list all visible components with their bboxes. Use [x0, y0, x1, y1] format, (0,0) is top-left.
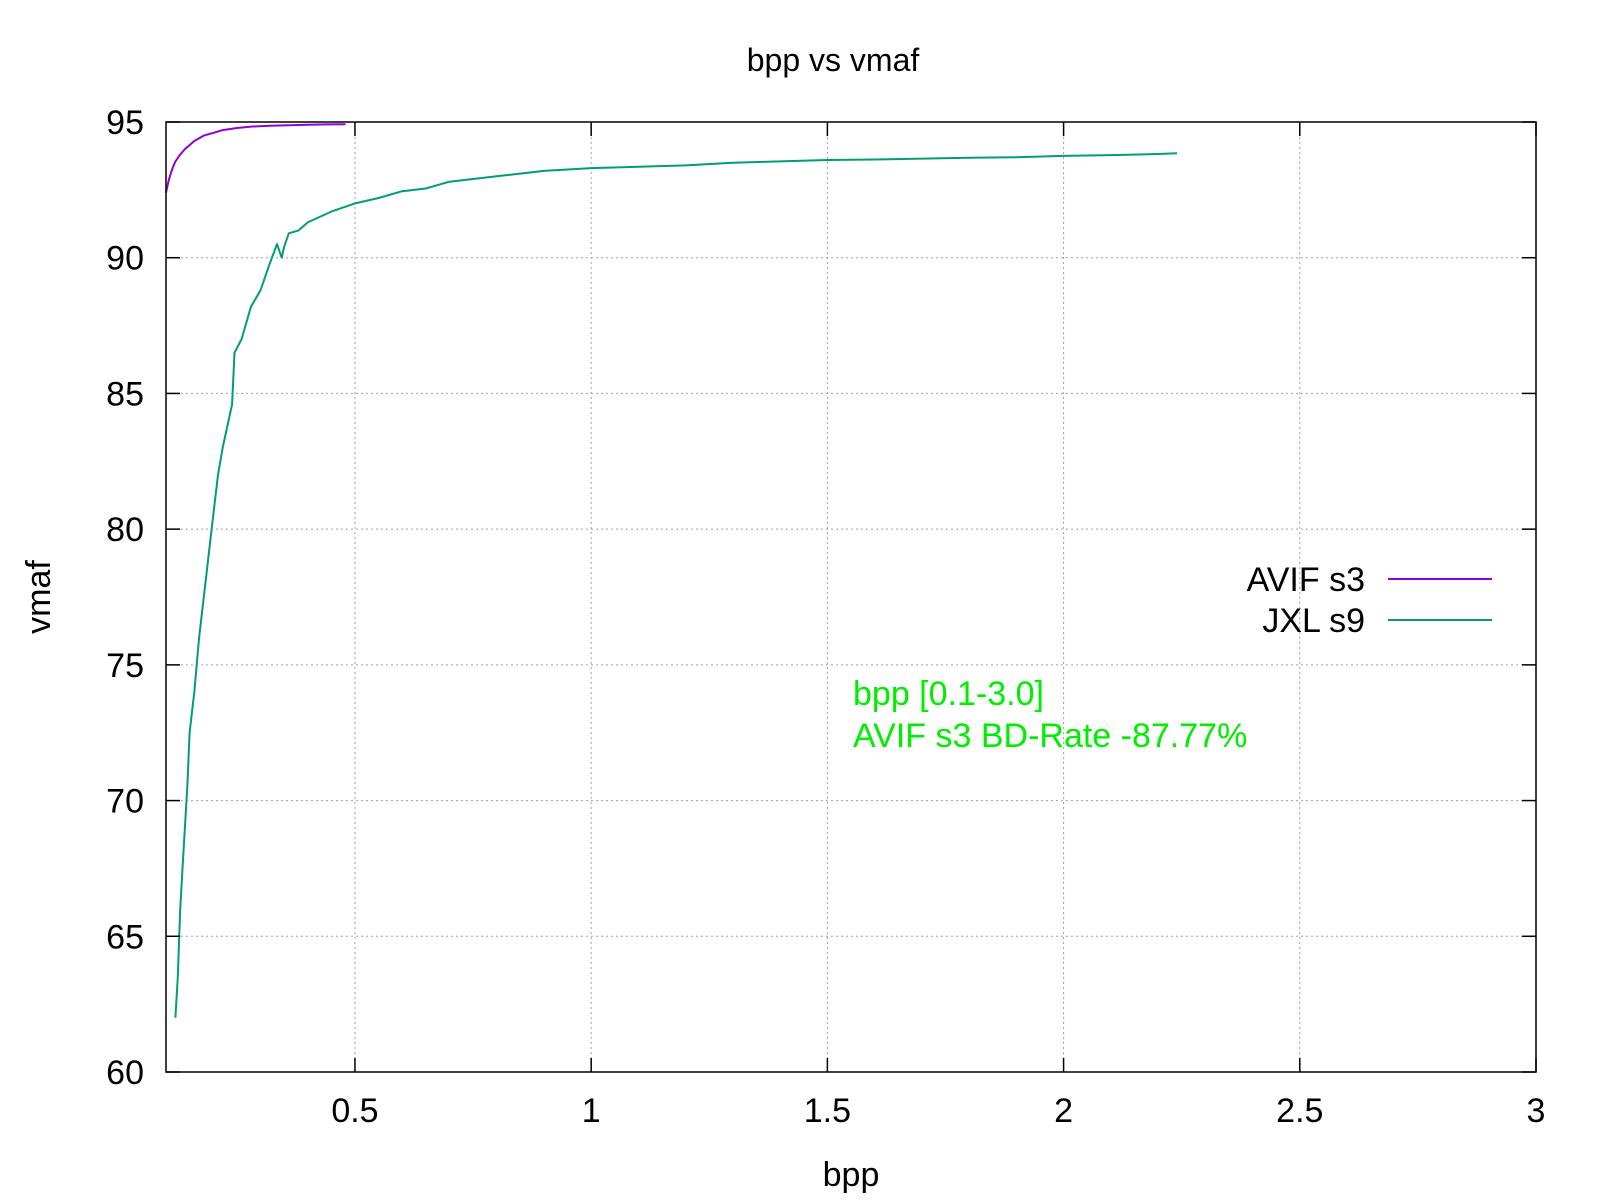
x-tick-label: 2.5 — [1276, 1092, 1323, 1130]
x-axis-label: bpp — [823, 1156, 880, 1194]
legend-label: JXL s9 — [1262, 602, 1365, 640]
y-tick-label: 70 — [106, 783, 144, 821]
annotation-text: bpp [0.1-3.0] — [853, 675, 1044, 713]
legend-label: AVIF s3 — [1247, 561, 1365, 599]
x-tick-label: 0.5 — [331, 1092, 378, 1130]
x-tick-label: 1.5 — [804, 1092, 851, 1130]
tick-labels: 60 65 70 75 80 85 90 95 0.5 1 1.5 2 2.5 3 — [106, 104, 1545, 1130]
y-tick-label: 75 — [106, 647, 144, 685]
x-tick-label: 1 — [582, 1092, 601, 1130]
grid-lines — [166, 122, 1536, 1072]
y-tick-label: 95 — [106, 104, 144, 142]
y-tick-label: 80 — [106, 511, 144, 549]
plot-frame — [165, 121, 1537, 1073]
tick-marks — [166, 121, 1537, 1073]
annotations: bpp [0.1-3.0] AVIF s3 BD-Rate -87.77% — [853, 675, 1247, 755]
series-layer — [165, 123, 1178, 1018]
y-tick-label: 65 — [106, 918, 144, 956]
y-axis-label: vmaf — [20, 560, 58, 634]
series-line-avif-s3 — [165, 123, 346, 193]
x-tick-label: 3 — [1527, 1092, 1546, 1130]
x-tick-label: 2 — [1054, 1092, 1073, 1130]
y-tick-label: 90 — [106, 240, 144, 278]
y-tick-label: 85 — [106, 375, 144, 413]
y-tick-label: 60 — [106, 1054, 144, 1092]
annotation-text: AVIF s3 BD-Rate -87.77% — [853, 717, 1247, 755]
series-line-jxl-s9 — [174, 152, 1178, 1018]
chart-title: bpp vs vmaf — [747, 42, 920, 78]
